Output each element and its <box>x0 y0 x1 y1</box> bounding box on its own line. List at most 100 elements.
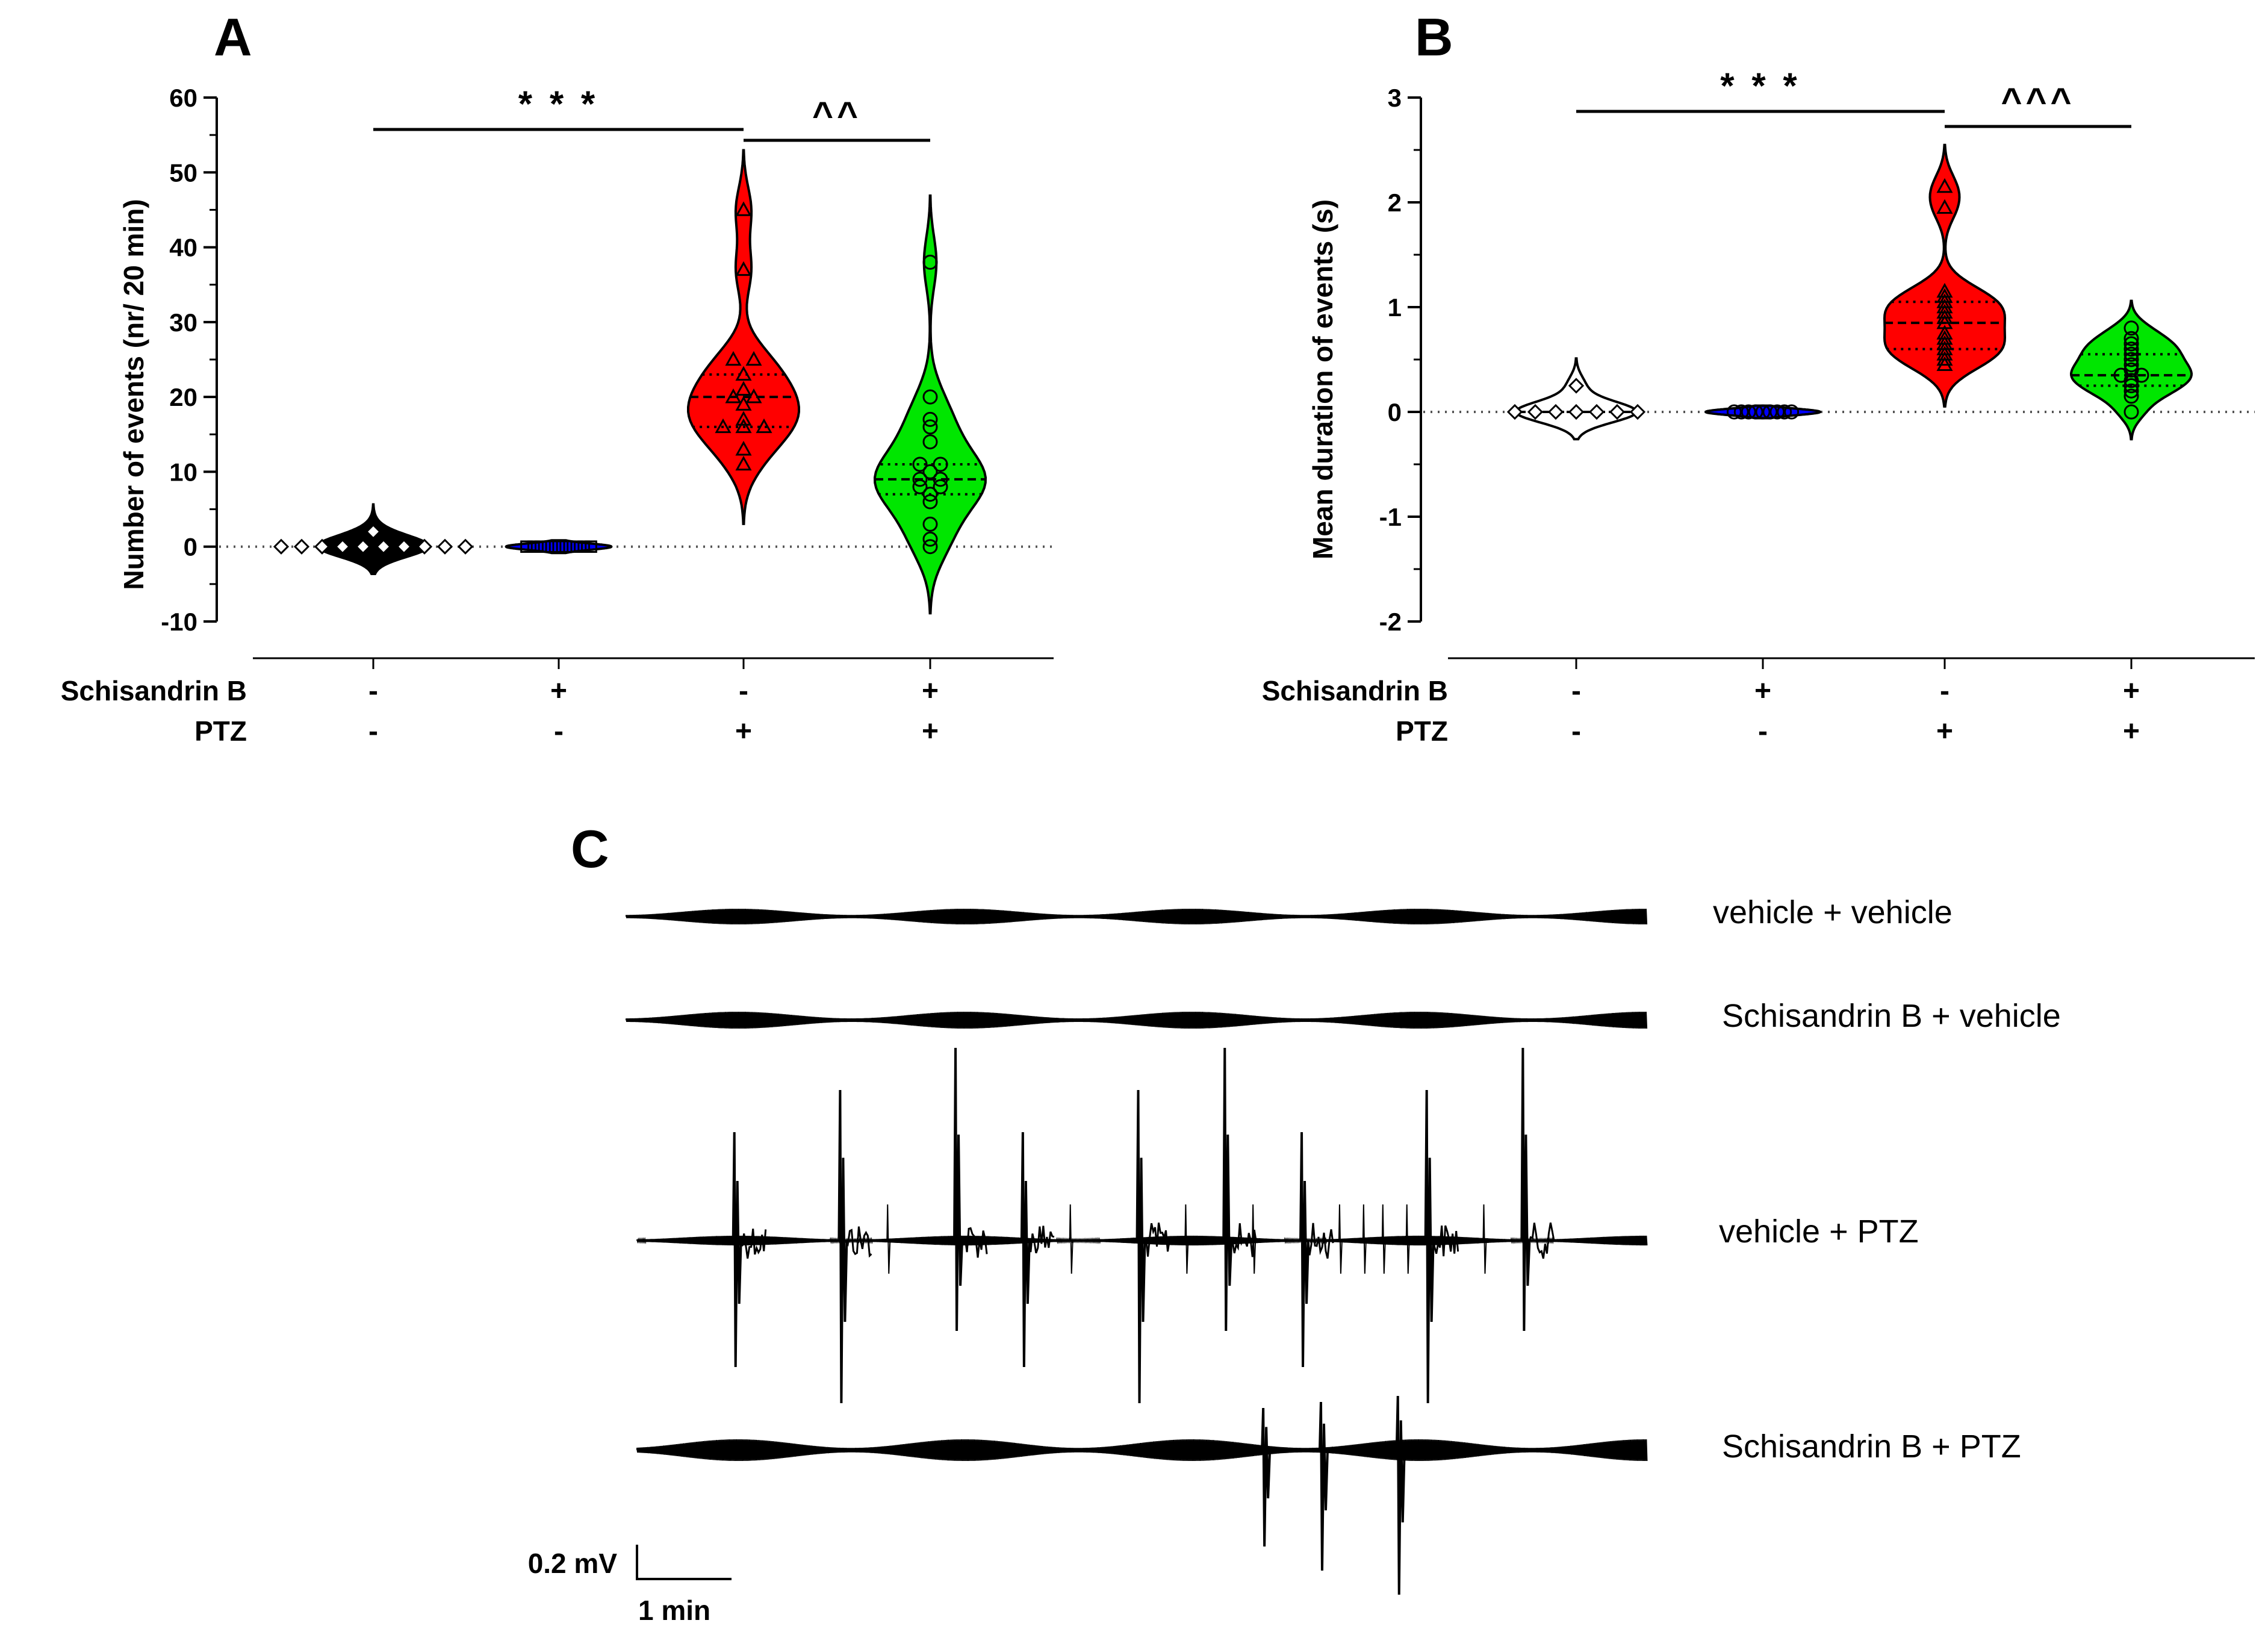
data-point <box>2124 341 2139 357</box>
row-label-schisandrin-b: Schisandrin B <box>1262 675 1448 706</box>
data-point <box>922 389 938 405</box>
data-point <box>534 540 547 553</box>
data-point <box>735 381 752 396</box>
data-point <box>273 538 290 555</box>
eeg-minor-discharge <box>1252 1204 1257 1274</box>
data-point <box>1777 404 1792 420</box>
row-label-ptz-b: PTZ <box>1396 715 1448 747</box>
data-point <box>2124 404 2139 420</box>
data-point <box>563 540 576 553</box>
eeg-spike <box>837 1089 848 1404</box>
data-point <box>1936 178 1953 193</box>
data-point <box>334 538 351 555</box>
significance-label: ^^ <box>812 95 862 135</box>
violin-body <box>1883 143 2007 408</box>
y-tick-label: 50 <box>169 158 197 187</box>
data-point <box>922 516 938 532</box>
data-point <box>922 411 938 427</box>
y-tick-label: 1 <box>1388 293 1402 322</box>
eeg-minor-discharge <box>886 1204 891 1274</box>
group-schisandrin-sign: - <box>368 675 378 707</box>
group-ptz-sign: + <box>1936 715 1953 747</box>
data-point <box>922 539 938 555</box>
eeg-spike <box>1020 1132 1031 1368</box>
y-tick-label: 2 <box>1388 188 1402 217</box>
data-point <box>2124 383 2139 399</box>
data-point <box>922 464 938 479</box>
group-schisandrin-sign: - <box>739 675 748 707</box>
group-ptz-sign: - <box>554 715 564 747</box>
data-point <box>293 538 310 555</box>
data-point <box>1784 404 1800 420</box>
row-label-ptz-a: PTZ <box>194 715 247 747</box>
eeg-spike <box>1261 1407 1272 1547</box>
data-point <box>756 418 772 434</box>
data-point <box>725 350 742 366</box>
y-tick-label: 10 <box>169 458 197 486</box>
data-point <box>577 540 590 553</box>
data-point <box>1588 403 1605 420</box>
data-point <box>1506 403 1523 420</box>
eeg-spike <box>1318 1401 1329 1571</box>
y-axis-title-a: Number of events (nr/ 20 min) <box>118 199 149 590</box>
group-schisandrin-sign: - <box>1571 675 1581 707</box>
eeg-trace-2 <box>626 1011 1648 1029</box>
scale-bar-time: 1 min <box>638 1595 710 1626</box>
data-point <box>922 419 938 435</box>
data-point <box>355 538 371 555</box>
data-point <box>1741 404 1756 420</box>
eeg-minor-discharge <box>1381 1204 1386 1274</box>
eeg-spike-burst <box>1144 1223 1170 1257</box>
violin-body <box>687 149 800 525</box>
data-point <box>396 538 412 555</box>
data-point <box>416 538 433 555</box>
group-ptz-sign: + <box>922 715 939 747</box>
y-tick-label: 40 <box>169 234 197 262</box>
y-axis-title-b: Mean duration of events (s) <box>1307 199 1338 559</box>
data-point <box>520 540 533 553</box>
scale-bar: 0.2 mV 1 min <box>528 1545 732 1626</box>
data-point <box>365 523 382 540</box>
group-ptz-sign: - <box>368 715 378 747</box>
data-point <box>556 540 569 553</box>
data-point <box>2124 388 2139 404</box>
eeg-spike-burst <box>740 1229 767 1259</box>
data-point <box>1629 403 1646 420</box>
data-point <box>1547 403 1564 420</box>
panel-label-b: B <box>1415 7 1453 67</box>
y-tick-label: 0 <box>184 533 197 561</box>
data-point <box>1609 403 1626 420</box>
data-point <box>1769 404 1785 420</box>
violin-body <box>2069 299 2193 441</box>
data-point <box>1568 403 1585 420</box>
eeg-spike <box>1395 1395 1406 1595</box>
data-point <box>457 538 474 555</box>
eeg-spike-burst <box>961 1227 988 1258</box>
data-point <box>735 411 752 426</box>
data-point <box>1936 309 1953 324</box>
group-schisandrin-sign: + <box>1754 675 1771 707</box>
data-point <box>2124 378 2139 393</box>
data-point <box>912 479 928 494</box>
group-schisandrin-sign: + <box>2123 675 2140 707</box>
y-tick-label: -2 <box>1379 608 1402 636</box>
scale-bar-voltage: 0.2 mV <box>528 1548 618 1579</box>
trace-label-1: vehicle + vehicle <box>1713 894 1953 930</box>
data-point <box>735 261 752 276</box>
data-point <box>1568 378 1585 394</box>
data-point <box>2124 320 2139 336</box>
eeg-minor-discharge <box>1482 1204 1487 1274</box>
data-point <box>735 396 752 411</box>
eeg-minor-discharge <box>1362 1204 1367 1274</box>
data-point <box>1527 403 1544 420</box>
eeg-spike <box>1424 1089 1435 1404</box>
trace-panel-c <box>626 908 1648 1595</box>
group-schisandrin-sign: - <box>1940 675 1950 707</box>
data-point <box>922 487 938 502</box>
data-point <box>745 388 762 403</box>
data-point <box>2124 357 2139 373</box>
eeg-minor-discharge <box>1338 1204 1343 1274</box>
eeg-spike <box>732 1132 742 1368</box>
y-tick-label: 3 <box>1388 84 1402 112</box>
data-point <box>735 418 752 434</box>
